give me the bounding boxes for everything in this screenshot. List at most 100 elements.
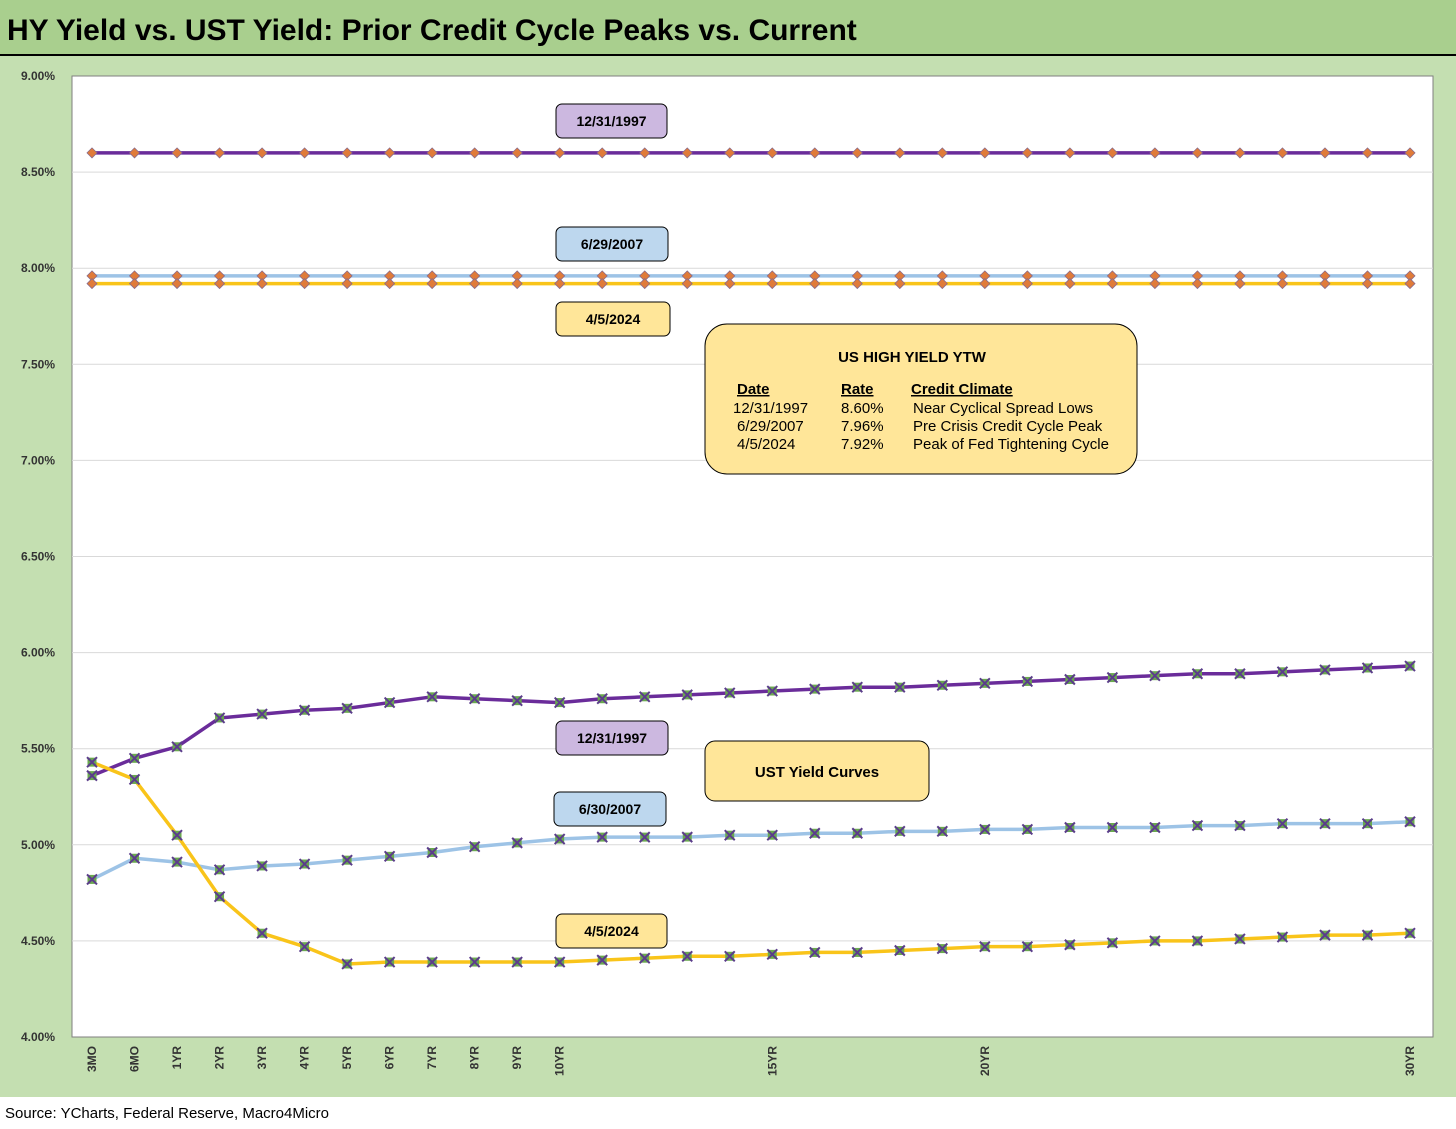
series-hy-1 bbox=[86, 270, 1416, 282]
data-point bbox=[766, 948, 778, 961]
data-point bbox=[724, 829, 736, 841]
data-point bbox=[1319, 817, 1331, 830]
data-point bbox=[639, 831, 651, 843]
data-point bbox=[979, 940, 991, 953]
data-point bbox=[298, 704, 311, 716]
data-point bbox=[936, 679, 949, 691]
data-point bbox=[1276, 278, 1289, 290]
data-point bbox=[1404, 147, 1416, 159]
x-tick-label: 6MO bbox=[128, 1046, 142, 1072]
data-point bbox=[86, 756, 98, 768]
data-point bbox=[766, 147, 778, 159]
data-point bbox=[426, 691, 438, 703]
data-point bbox=[341, 958, 353, 970]
data-point bbox=[596, 278, 608, 290]
tag-hy-2024-label: 4/5/2024 bbox=[586, 311, 641, 327]
y-tick-label: 9.00% bbox=[21, 69, 55, 83]
data-point bbox=[128, 752, 141, 765]
data-point bbox=[766, 829, 778, 841]
tag-ust-2007-label: 6/30/2007 bbox=[579, 801, 641, 817]
x-tick-label: 10YR bbox=[553, 1046, 567, 1076]
data-point bbox=[1404, 278, 1416, 290]
data-point bbox=[171, 147, 183, 159]
data-point bbox=[213, 864, 226, 876]
hy-ytw-row-1-rate: 8.60% bbox=[841, 400, 884, 417]
data-point bbox=[766, 278, 778, 290]
hy-ytw-row-3-climate: Peak of Fed Tightening Cycle bbox=[913, 436, 1109, 453]
data-point bbox=[469, 147, 481, 159]
data-point bbox=[341, 147, 353, 159]
data-point bbox=[1319, 278, 1331, 290]
data-point bbox=[1276, 931, 1289, 943]
data-point bbox=[213, 147, 226, 159]
x-tick-label: 1YR bbox=[170, 1046, 184, 1070]
data-point bbox=[1361, 662, 1374, 674]
data-point bbox=[468, 693, 481, 705]
data-point bbox=[681, 831, 693, 843]
data-point bbox=[1404, 660, 1416, 672]
data-point bbox=[851, 946, 863, 959]
data-point bbox=[1319, 664, 1331, 676]
data-point bbox=[383, 956, 396, 968]
data-point bbox=[596, 831, 608, 843]
tag-hy-2007: 6/29/2007 bbox=[555, 226, 669, 262]
data-point bbox=[256, 147, 268, 159]
data-point bbox=[86, 769, 98, 782]
data-point bbox=[511, 837, 523, 849]
data-point bbox=[426, 846, 438, 859]
y-tick-label: 4.00% bbox=[21, 1030, 55, 1044]
x-tick-label: 3MO bbox=[85, 1046, 99, 1072]
x-axis-ticks: 3MO 6MO 1YR 2YR 3YR 4YR 5YR 6YR 7YR 8YR 9YR 10YR 15Y… bbox=[85, 1046, 1417, 1076]
tag-ust-2007: 6/30/2007 bbox=[553, 791, 667, 827]
data-point bbox=[553, 956, 566, 968]
data-point bbox=[1404, 816, 1416, 828]
data-point bbox=[128, 278, 141, 290]
source-note: Source: YCharts, Federal Reserve, Macro4… bbox=[5, 1105, 330, 1122]
data-point bbox=[766, 685, 778, 697]
y-tick-label: 7.50% bbox=[21, 357, 55, 371]
data-point bbox=[1064, 821, 1076, 834]
data-point bbox=[553, 833, 566, 845]
data-point bbox=[468, 841, 481, 853]
data-point bbox=[1191, 278, 1203, 290]
data-point bbox=[639, 691, 651, 703]
data-point bbox=[256, 708, 268, 720]
data-point bbox=[894, 147, 906, 159]
data-point bbox=[936, 825, 949, 838]
tag-hy-2024: 4/5/2024 bbox=[555, 301, 671, 337]
data-point bbox=[724, 278, 736, 290]
data-point bbox=[724, 147, 736, 159]
y-tick-label: 5.50% bbox=[21, 742, 55, 756]
data-point bbox=[639, 147, 651, 159]
hy-ytw-row-2-climate: Pre Crisis Credit Cycle Peak bbox=[913, 418, 1103, 435]
hy-ytw-header-date: Date bbox=[737, 381, 770, 398]
data-point bbox=[1234, 278, 1246, 290]
data-point bbox=[213, 712, 226, 724]
data-point bbox=[894, 278, 906, 290]
data-point bbox=[724, 950, 736, 962]
x-tick-label: 5YR bbox=[340, 1046, 354, 1070]
data-point bbox=[979, 278, 991, 290]
x-tick-label: 3YR bbox=[255, 1046, 269, 1070]
data-point bbox=[1234, 819, 1246, 832]
hy-ytw-box: US HIGH YIELD YTW Date Rate Credit Clima… bbox=[704, 323, 1138, 475]
ust-yield-box-title: UST Yield Curves bbox=[755, 764, 879, 781]
data-point bbox=[681, 950, 693, 962]
tag-hy-2007-label: 6/29/2007 bbox=[581, 236, 643, 252]
data-point bbox=[171, 829, 183, 841]
data-point bbox=[936, 942, 949, 955]
data-point bbox=[809, 946, 821, 959]
data-point bbox=[1191, 935, 1204, 947]
data-point bbox=[979, 823, 991, 836]
data-point bbox=[511, 694, 523, 707]
data-point bbox=[1191, 668, 1204, 680]
series-ust-5 bbox=[86, 756, 1416, 970]
hy-ytw-row-1-date: 12/31/1997 bbox=[733, 400, 808, 417]
data-point bbox=[1149, 147, 1161, 159]
data-point bbox=[554, 278, 566, 290]
hy-ytw-row-2-rate: 7.96% bbox=[841, 418, 884, 435]
y-tick-label: 5.00% bbox=[21, 838, 55, 852]
tag-ust-2024-label: 4/5/2024 bbox=[584, 923, 639, 939]
y-tick-label: 6.50% bbox=[21, 550, 55, 564]
data-point bbox=[298, 940, 311, 953]
